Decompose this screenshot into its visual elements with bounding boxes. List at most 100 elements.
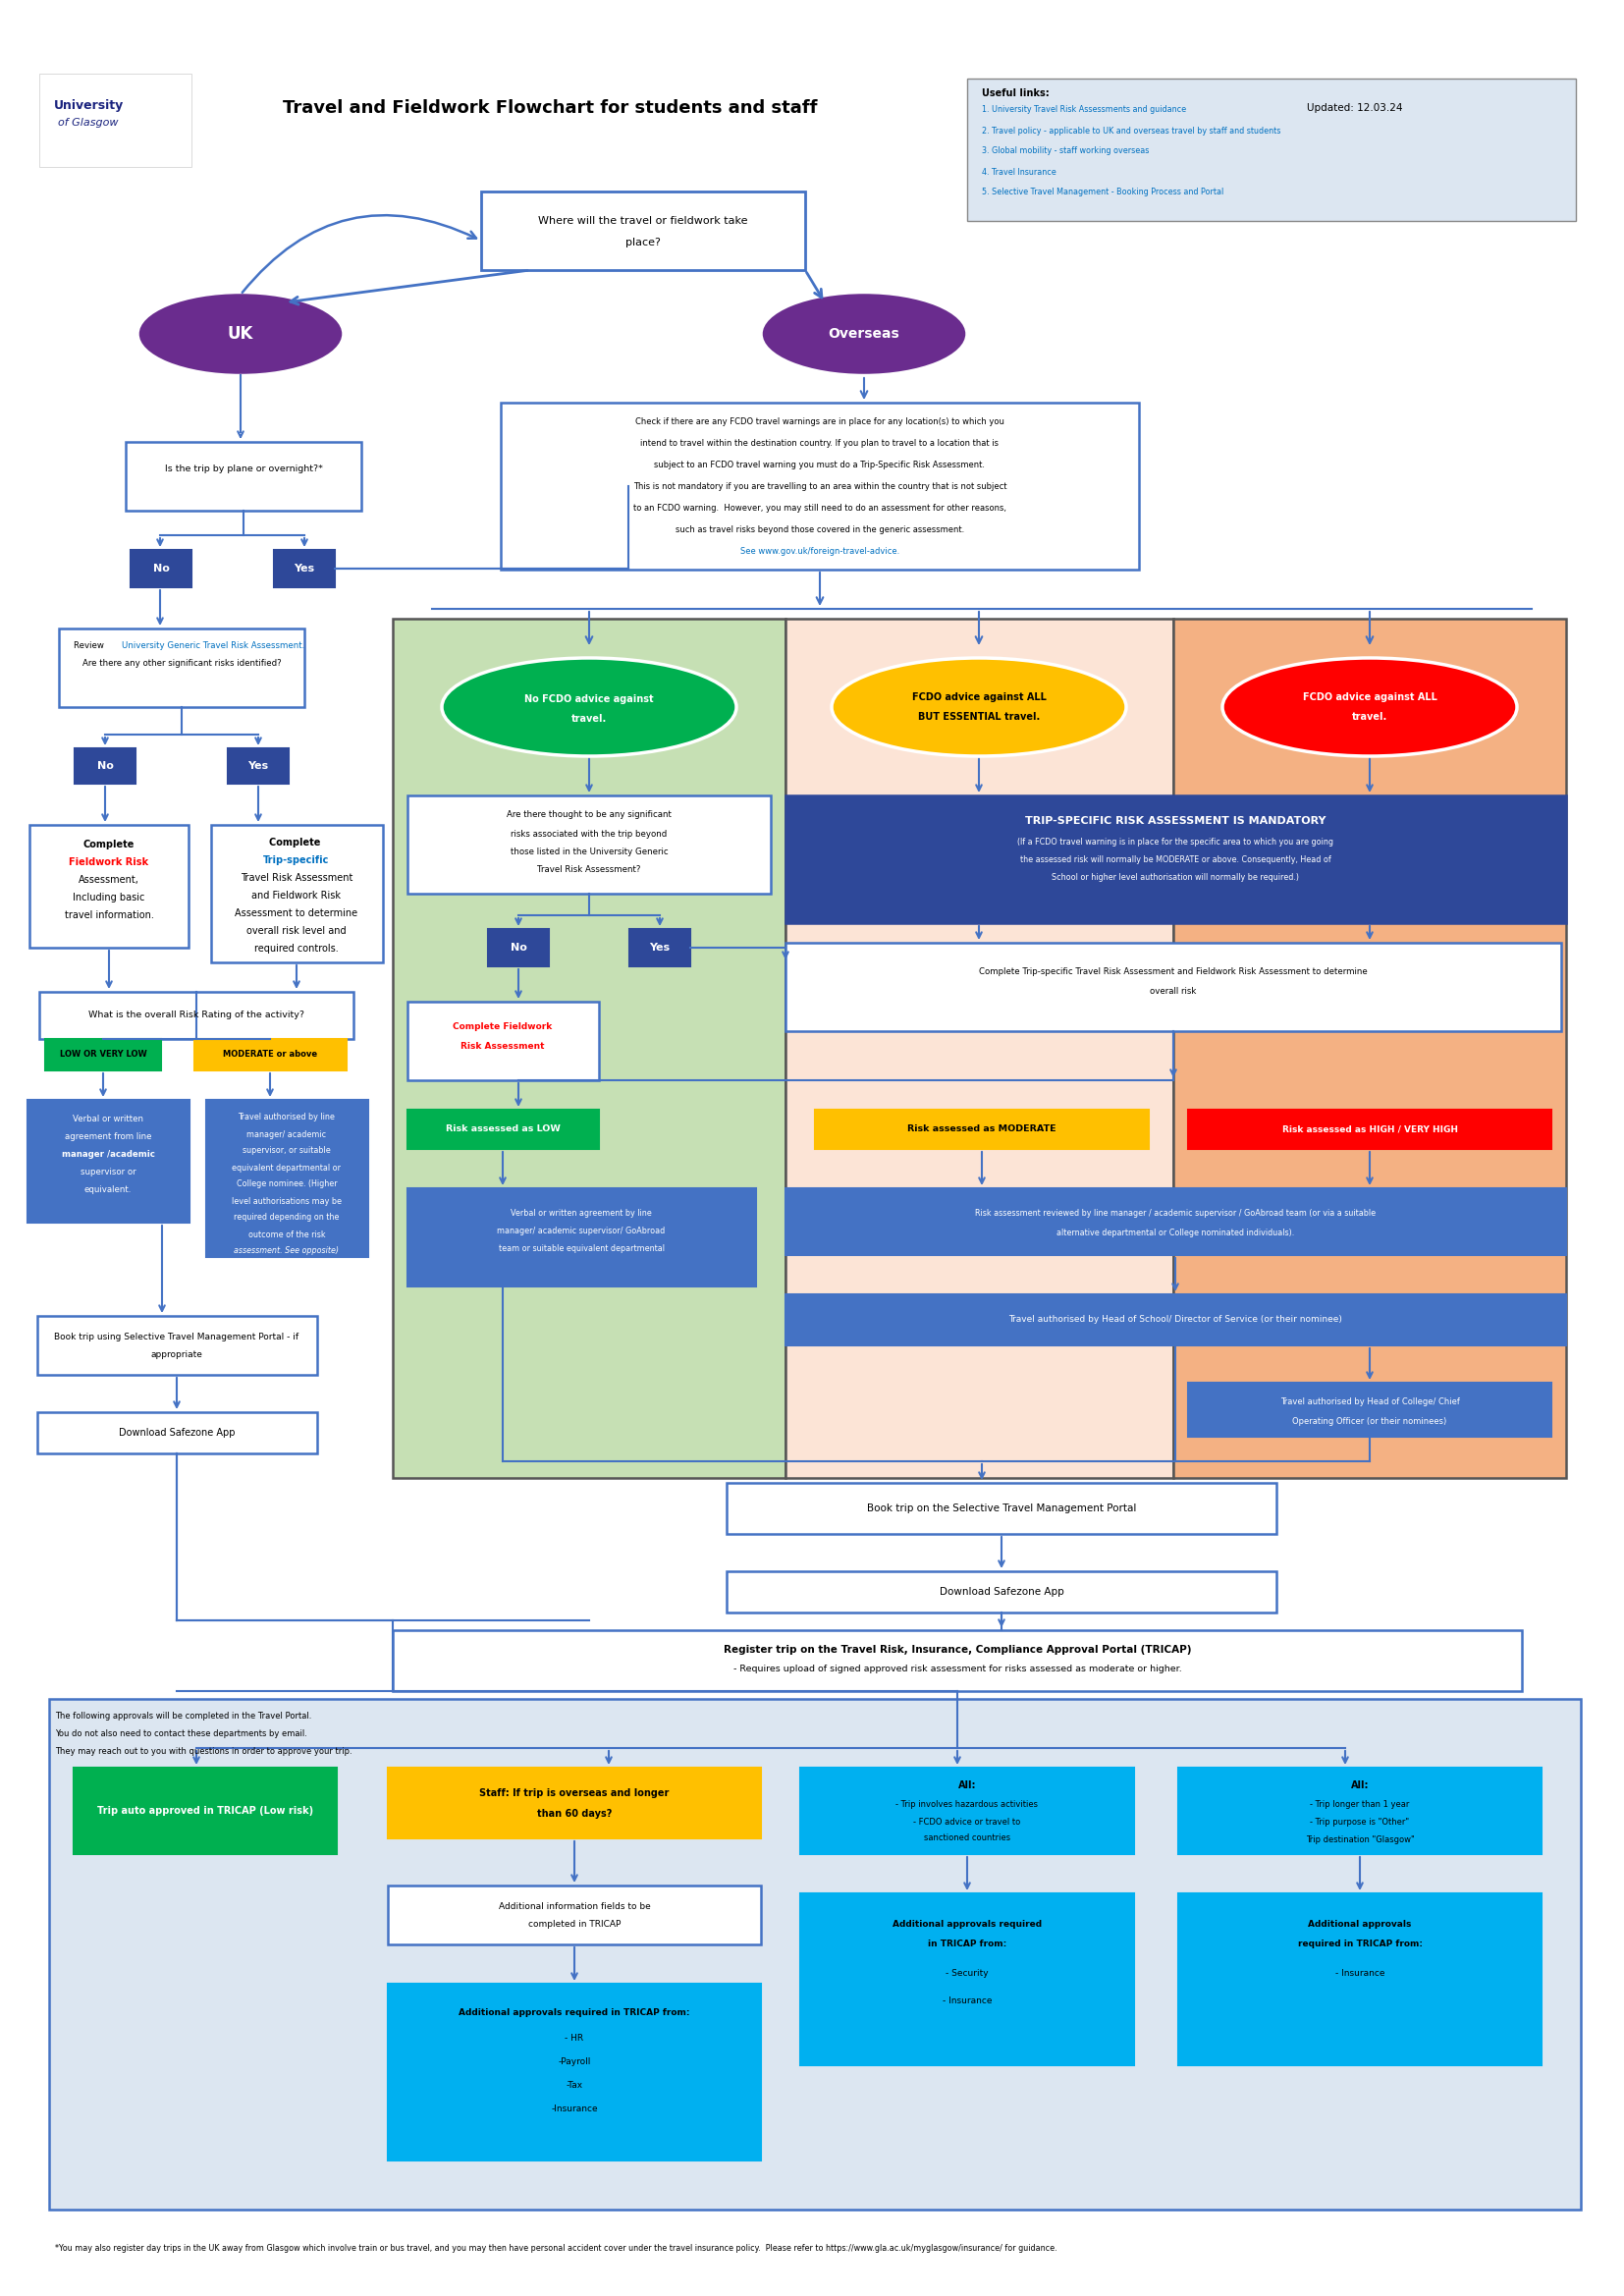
Text: to an FCDO warning.  However, you may still need to do an assessment for other r: to an FCDO warning. However, you may sti… — [633, 505, 1007, 512]
Text: -Payroll: -Payroll — [559, 2057, 591, 2066]
Bar — [481, 191, 806, 271]
Bar — [393, 618, 786, 1479]
Text: travel.: travel. — [1351, 712, 1387, 721]
Text: 3. Global mobility - staff working overseas: 3. Global mobility - staff working overs… — [983, 147, 1150, 156]
Text: All:: All: — [958, 1779, 976, 1791]
Text: Risk assessed as HIGH / VERY HIGH: Risk assessed as HIGH / VERY HIGH — [1281, 1125, 1458, 1134]
Text: -Insurance: -Insurance — [551, 2105, 598, 2115]
Text: Complete Fieldwork: Complete Fieldwork — [453, 1022, 552, 1031]
Text: Assessment,: Assessment, — [78, 875, 140, 884]
Ellipse shape — [762, 292, 968, 377]
Text: BUT ESSENTIAL travel.: BUT ESSENTIAL travel. — [918, 712, 1039, 721]
Text: The following approvals will be completed in the Travel Portal.: The following approvals will be complete… — [55, 1713, 312, 1722]
Bar — [274, 551, 335, 588]
Ellipse shape — [442, 659, 736, 755]
Bar — [388, 1984, 762, 2161]
Text: appropriate: appropriate — [151, 1350, 203, 1359]
Bar — [388, 1885, 762, 1945]
Bar — [37, 1412, 317, 1453]
Text: FCDO advice against ALL: FCDO advice against ALL — [911, 693, 1046, 703]
Text: in TRICAP from:: in TRICAP from: — [927, 1940, 1007, 1949]
Bar — [130, 551, 192, 588]
Text: and Fieldwork Risk: and Fieldwork Risk — [252, 891, 341, 900]
Text: UK: UK — [227, 326, 253, 342]
Text: intend to travel within the destination country. If you plan to travel to a loca: intend to travel within the destination … — [640, 439, 999, 448]
Text: overall risk: overall risk — [1150, 987, 1197, 996]
Bar — [28, 1100, 190, 1224]
Text: Review: Review — [73, 643, 107, 650]
Text: Additional information fields to be: Additional information fields to be — [499, 1903, 650, 1913]
Text: Risk assessed as LOW: Risk assessed as LOW — [445, 1125, 560, 1134]
Text: supervisor or: supervisor or — [80, 1169, 136, 1178]
Bar — [500, 402, 1138, 569]
Text: All:: All: — [1351, 1779, 1369, 1791]
Text: Updated: 12.03.24: Updated: 12.03.24 — [1307, 103, 1403, 113]
Text: Useful links:: Useful links: — [983, 87, 1049, 99]
Text: Complete Trip-specific Travel Risk Assessment and Fieldwork Risk Assessment to d: Complete Trip-specific Travel Risk Asses… — [979, 969, 1367, 976]
Text: *You may also register day trips in the UK away from Glasgow which involve train: *You may also register day trips in the … — [55, 2245, 1057, 2252]
Text: They may reach out to you with questions in order to approve your trip.: They may reach out to you with questions… — [55, 1747, 352, 1756]
Text: Travel Risk Assessment: Travel Risk Assessment — [240, 872, 352, 884]
Bar — [227, 748, 289, 783]
Text: Assessment to determine: Assessment to determine — [235, 909, 357, 918]
Bar — [630, 930, 690, 967]
Text: - Trip purpose is "Other": - Trip purpose is "Other" — [1311, 1818, 1410, 1828]
Text: alternative departmental or College nominated individuals).: alternative departmental or College nomi… — [1056, 1228, 1294, 1238]
Text: School or higher level authorisation will normally be required.): School or higher level authorisation wil… — [1052, 872, 1299, 882]
Text: Download Safezone App: Download Safezone App — [939, 1587, 1064, 1596]
Text: 5. Selective Travel Management - Booking Process and Portal: 5. Selective Travel Management - Booking… — [983, 188, 1223, 197]
Text: required controls.: required controls. — [255, 944, 339, 953]
Bar — [58, 629, 304, 707]
Text: such as travel risks beyond those covered in the generic assessment.: such as travel risks beyond those covere… — [676, 526, 965, 535]
Bar — [801, 1894, 1134, 2064]
Bar — [1179, 1894, 1541, 2064]
Text: Check if there are any FCDO travel warnings are in place for any location(s) to : Check if there are any FCDO travel warni… — [635, 418, 1004, 427]
Text: - FCDO advice or travel to: - FCDO advice or travel to — [913, 1818, 1021, 1828]
Text: Staff: If trip is overseas and longer: Staff: If trip is overseas and longer — [479, 1789, 669, 1798]
Text: Trip-specific: Trip-specific — [263, 856, 330, 866]
Text: travel information.: travel information. — [65, 909, 154, 921]
Bar — [815, 1109, 1148, 1148]
Text: 4. Travel Insurance: 4. Travel Insurance — [983, 168, 1056, 177]
Text: agreement from line: agreement from line — [65, 1132, 151, 1141]
Bar — [786, 618, 1173, 1479]
Text: Yes: Yes — [294, 565, 315, 574]
Bar — [786, 1189, 1566, 1256]
Bar — [726, 1570, 1276, 1612]
Bar — [408, 1189, 757, 1286]
Bar — [195, 1040, 346, 1070]
Text: - Trip involves hazardous activities: - Trip involves hazardous activities — [896, 1800, 1038, 1809]
Text: (If a FCDO travel warning is in place for the specific area to which you are goi: (If a FCDO travel warning is in place fo… — [1017, 838, 1333, 847]
Text: supervisor, or suitable: supervisor, or suitable — [242, 1146, 331, 1155]
Text: LOW OR VERY LOW: LOW OR VERY LOW — [60, 1049, 146, 1058]
Text: risks associated with the trip beyond: risks associated with the trip beyond — [512, 829, 667, 838]
Text: Operating Officer (or their nominees): Operating Officer (or their nominees) — [1293, 1417, 1447, 1426]
Text: Complete: Complete — [270, 838, 323, 847]
Bar — [37, 1316, 317, 1375]
Text: overall risk level and: overall risk level and — [247, 925, 346, 937]
Text: travel.: travel. — [572, 714, 607, 723]
Text: What is the overall Risk Rating of the activity?: What is the overall Risk Rating of the a… — [88, 1010, 304, 1019]
Text: -Tax: -Tax — [567, 2082, 583, 2089]
Text: College nominee. (Higher: College nominee. (Higher — [237, 1180, 338, 1189]
Text: Yes: Yes — [248, 760, 268, 771]
Text: No FCDO advice against: No FCDO advice against — [525, 693, 654, 705]
Text: outcome of the risk: outcome of the risk — [248, 1231, 325, 1240]
Text: TRIP-SPECIFIC RISK ASSESSMENT IS MANDATORY: TRIP-SPECIFIC RISK ASSESSMENT IS MANDATO… — [1025, 815, 1325, 827]
Text: required depending on the: required depending on the — [234, 1212, 339, 1221]
Text: equivalent departmental or: equivalent departmental or — [232, 1164, 341, 1171]
Bar — [1173, 618, 1566, 1479]
Text: See www.gov.uk/foreign-travel-advice.: See www.gov.uk/foreign-travel-advice. — [741, 546, 900, 556]
Text: Register trip on the Travel Risk, Insurance, Compliance Approval Portal (TRICAP): Register trip on the Travel Risk, Insura… — [723, 1644, 1192, 1655]
Bar — [726, 1483, 1276, 1534]
Text: 1. University Travel Risk Assessments and guidance: 1. University Travel Risk Assessments an… — [983, 106, 1186, 115]
Text: Travel authorised by Head of School/ Director of Service (or their nominee): Travel authorised by Head of School/ Dir… — [1009, 1316, 1341, 1325]
Text: Travel Risk Assessment?: Travel Risk Assessment? — [538, 866, 641, 872]
Text: those listed in the University Generic: those listed in the University Generic — [510, 847, 667, 856]
Text: 2. Travel policy - applicable to UK and overseas travel by staff and students: 2. Travel policy - applicable to UK and … — [983, 126, 1281, 135]
Bar — [75, 748, 135, 783]
Text: Where will the travel or fieldwork take: Where will the travel or fieldwork take — [538, 216, 749, 225]
Bar — [1189, 1109, 1551, 1148]
Text: than 60 days?: than 60 days? — [538, 1809, 612, 1818]
Text: completed in TRICAP: completed in TRICAP — [528, 1919, 620, 1929]
